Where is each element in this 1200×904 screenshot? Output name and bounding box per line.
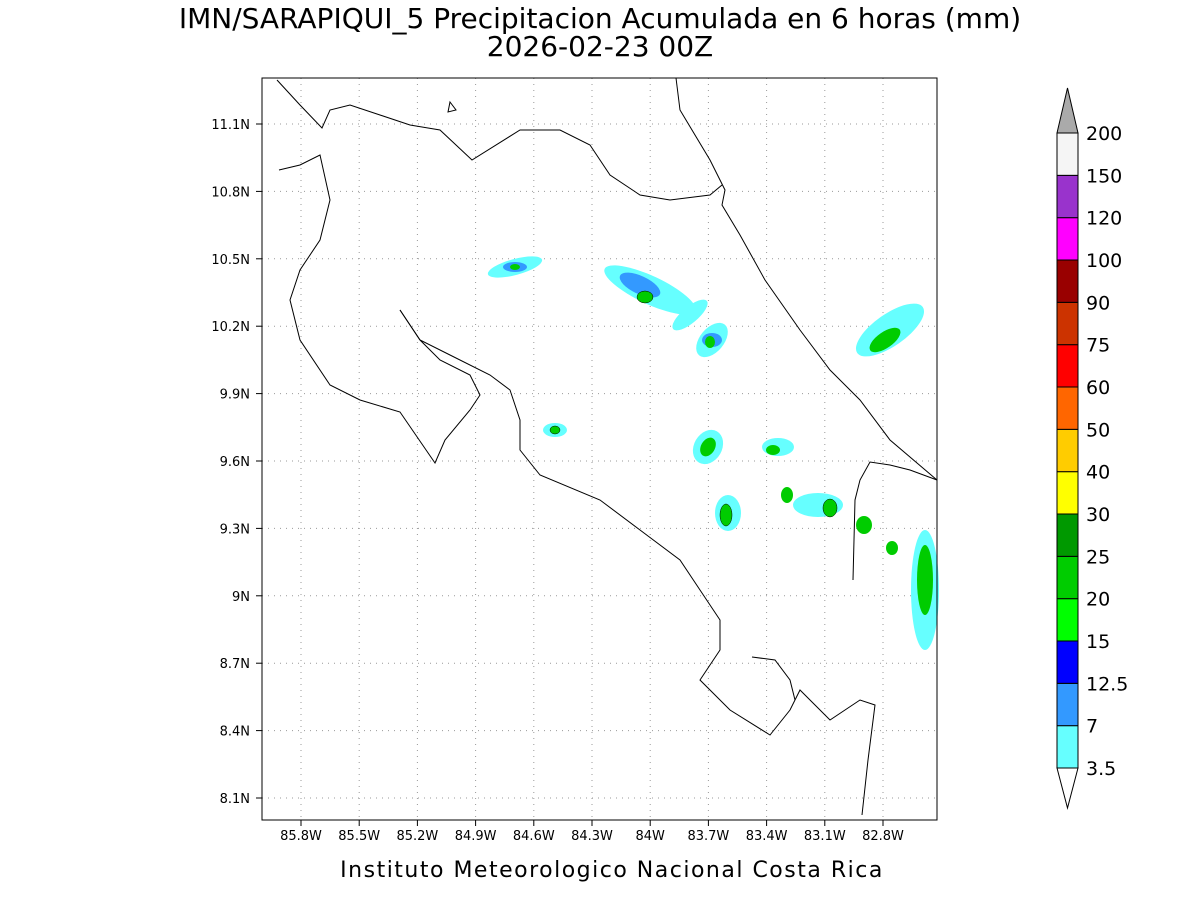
lon-label: 83.4W [746,829,788,844]
colorbar-label: 40 [1086,462,1110,484]
lon-label: 84.6W [513,829,555,844]
colorbar-box [1056,174,1079,219]
lon-label: 84W [635,829,665,844]
colorbar-label: 7 [1086,716,1098,738]
colorbar-box [1056,513,1079,557]
lat-label: 9.6N [220,455,250,470]
colorbar-label: 3.5 [1086,758,1116,780]
colorbar-label: 12.5 [1086,673,1128,695]
lat-label: 10.8N [211,185,250,200]
lat-label: 8.4N [220,725,250,740]
lat-label: 10.5N [211,253,250,268]
footer: Instituto Meteorologico Nacional Costa R… [340,858,884,883]
map-frame [261,77,938,821]
lon-label: 83.7W [687,829,729,844]
lon-label: 84.9W [455,829,497,844]
colorbar-label: 60 [1086,377,1110,399]
lon-label: 85.2W [396,829,438,844]
colorbar-label: 120 [1086,208,1122,230]
lat-label: 8.7N [220,657,250,672]
lon-label: 85.5W [338,829,380,844]
lat-label: 11.1N [211,118,250,133]
colorbar-box [1056,471,1079,515]
subtitle: 2026-02-23 00Z [487,30,713,63]
lon-label: 85.8W [280,829,322,844]
colorbar-box [1056,555,1079,600]
lat-label: 10.2N [211,320,250,335]
colorbar-box [1056,301,1079,346]
colorbar-box [1056,259,1079,303]
colorbar-box [1056,386,1079,430]
colorbar-label: 100 [1086,250,1122,272]
lon-label: 84.3W [571,829,613,844]
colorbar-label: 90 [1086,292,1110,314]
colorbar-box [1056,132,1079,176]
title: IMN/SARAPIQUI_5 Precipitacion Acumulada … [179,2,1021,35]
colorbar-over [1056,87,1079,134]
lat-label: 9N [232,590,250,605]
lat-label: 9.3N [220,522,250,537]
lon-label: 82.8W [862,829,904,844]
lon-label: 83.1W [804,829,846,844]
colorbar-label: 75 [1086,335,1110,357]
coastline [276,77,938,816]
colorbar-box [1056,725,1079,769]
colorbar-label: 25 [1086,546,1110,568]
colorbar-label: 200 [1086,123,1122,145]
colorbar-box [1056,598,1079,642]
colorbar-box [1056,217,1079,261]
colorbar-label: 30 [1086,504,1110,526]
colorbar-label: 20 [1086,589,1110,611]
colorbar-label: 50 [1086,419,1110,441]
colorbar-box [1056,428,1079,473]
lat-label: 8.1N [220,792,250,807]
colorbar-box [1056,682,1079,727]
colorbar-box [1056,344,1079,388]
colorbar-label: 150 [1086,165,1122,187]
precipitation [487,256,939,650]
colorbar-box [1056,640,1079,684]
colorbar-under [1056,767,1079,810]
colorbar-label: 15 [1086,631,1110,653]
lat-label: 9.9N [220,388,250,403]
